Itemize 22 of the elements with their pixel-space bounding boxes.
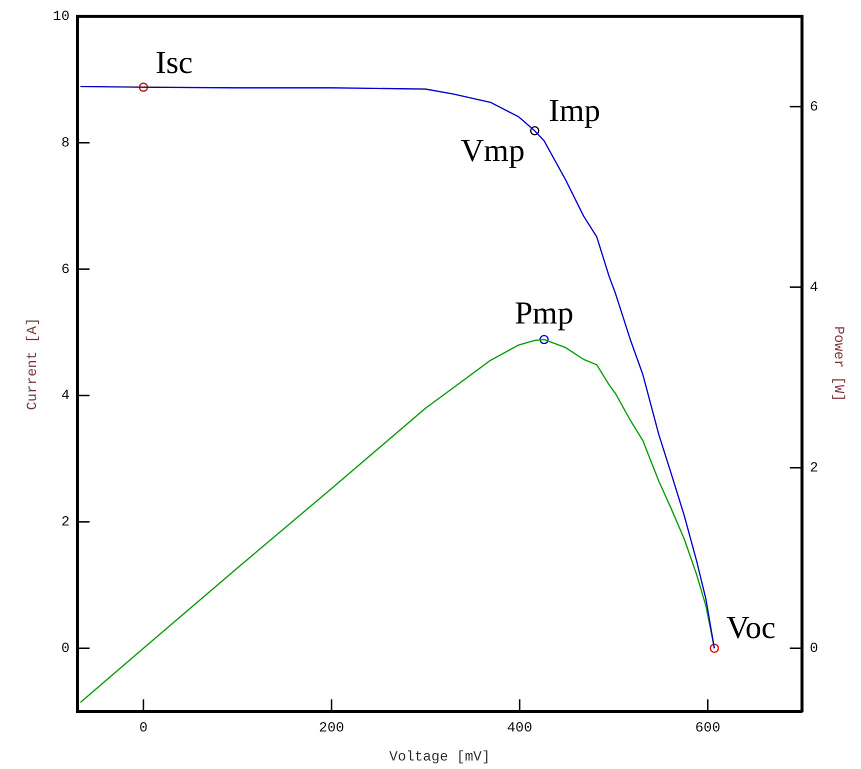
y2-axis-title: Power [W] <box>830 326 846 402</box>
y-tick-label: 8 <box>61 135 70 152</box>
y2-tick-label: 4 <box>810 280 818 296</box>
x-tick-label: 200 <box>318 720 344 737</box>
annotation: Imp <box>548 92 600 128</box>
annotation: Pmp <box>514 294 574 330</box>
x-tick-label: 0 <box>139 720 148 737</box>
y-tick-label: 0 <box>61 640 70 657</box>
x-tick-label: 400 <box>507 720 532 737</box>
y-tick-label: 6 <box>61 262 70 278</box>
annotation: Isc <box>155 44 193 80</box>
y-tick-label: 10 <box>52 9 70 26</box>
y2-tick-label: 6 <box>810 99 818 116</box>
annotation: Voc <box>726 609 776 646</box>
y-tick-label: 4 <box>61 388 70 404</box>
y-axis-title: Current [A] <box>25 318 42 410</box>
y2-tick-label: 0 <box>810 640 818 657</box>
annotation: Vmp <box>460 132 525 168</box>
x-axis-title: Voltage [mV] <box>389 749 490 766</box>
y-tick-label: 2 <box>61 514 70 531</box>
y2-tick-label: 2 <box>810 460 818 476</box>
x-tick-label: 600 <box>695 720 720 737</box>
